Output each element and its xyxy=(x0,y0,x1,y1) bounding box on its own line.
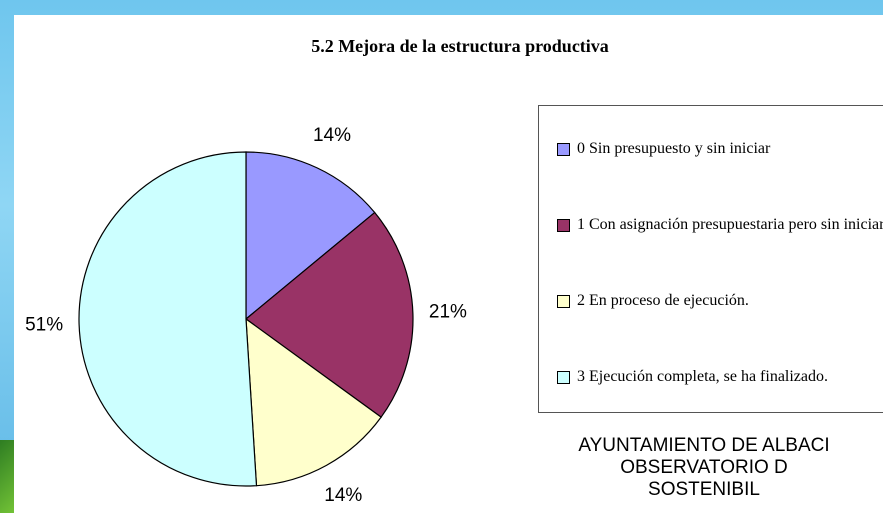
data-label: 14% xyxy=(313,125,351,146)
legend-swatch xyxy=(557,219,570,232)
data-label: 14% xyxy=(324,485,362,506)
annotation: SOSTENIBIL xyxy=(494,479,883,501)
legend-label: 0 Sin presupuesto y sin iniciar xyxy=(577,140,770,157)
legend: 0 Sin presupuesto y sin iniciar 1 Con asi… xyxy=(538,105,883,413)
annotation: AYUNTAMIENTO DE ALBACI xyxy=(494,435,883,457)
legend-swatch xyxy=(557,143,570,156)
legend-swatch xyxy=(557,295,570,308)
legend-label: 3 Ejecución completa, se ha finalizado. xyxy=(577,368,828,385)
legend-swatch xyxy=(557,371,570,384)
page: 5.2 Mejora de la estructura productiva 1… xyxy=(0,0,883,513)
legend-label: 2 En proceso de ejecución. xyxy=(577,292,749,309)
annotation: OBSERVATORIO D xyxy=(494,457,883,479)
chart-title: 5.2 Mejora de la estructura productiva xyxy=(311,36,609,56)
legend-entry: 3 Ejecución completa, se ha finalizado. xyxy=(557,366,883,388)
data-label: 21% xyxy=(429,302,467,323)
data-label: 51% xyxy=(25,314,63,335)
legend-entry: 0 Sin presupuesto y sin iniciar xyxy=(557,138,883,160)
pie-slice xyxy=(79,152,256,486)
legend-entry: 2 En proceso de ejecución. xyxy=(557,290,883,312)
chart-panel: 5.2 Mejora de la estructura productiva 1… xyxy=(14,15,883,513)
legend-label: 1 Con asignación presupuestaria pero sin… xyxy=(577,216,883,233)
legend-entry: 1 Con asignación presupuestaria pero sin… xyxy=(557,214,883,236)
